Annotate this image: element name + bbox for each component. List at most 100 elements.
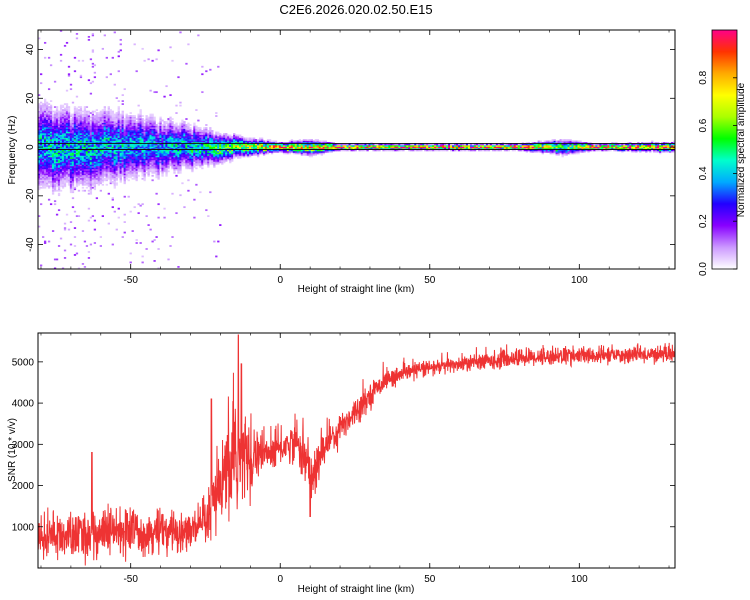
spectrogram-cell [123, 127, 126, 129]
spectrogram-cell [81, 122, 85, 125]
spectrogram-cell [65, 179, 69, 182]
spectrogram-cell [73, 156, 77, 159]
spectrogram-cell [121, 136, 124, 138]
spectrogram-cell [247, 140, 250, 143]
spectrogram-cell [49, 148, 53, 150]
spectrogram-cell [117, 118, 120, 120]
spectrogram-cell [187, 136, 190, 138]
spectrogram-cell [99, 115, 102, 117]
spectrogram-cell [115, 159, 118, 162]
spectrogram-cell [41, 116, 45, 119]
spectrogram-cell [99, 142, 102, 144]
spectrogram-cell [115, 183, 118, 186]
spectrogram-cell [185, 162, 188, 165]
spectrogram-cell [43, 171, 47, 174]
spectrogram-cell [83, 173, 87, 176]
spectrogram-cell [304, 150, 308, 153]
spectrogram-cell [137, 140, 140, 143]
spectrogram-cell [109, 155, 112, 158]
spectrogram-cell [155, 136, 158, 138]
spectrogram-cell [125, 158, 128, 161]
spectrogram-cell [87, 165, 91, 168]
spectrogram-cell [183, 153, 186, 156]
spectrogram-cell [362, 146, 365, 149]
spectrogram-cell [153, 139, 156, 141]
spectrogram-cell [175, 158, 178, 161]
spectrogram-cell [177, 152, 180, 155]
spectrogram-cell [404, 146, 407, 149]
spectrogram-cell [43, 179, 47, 182]
spectrogram-cell [245, 152, 248, 155]
spectrogram-cell [83, 240, 87, 243]
spectrogram-cell [161, 139, 164, 141]
spectrogram-cell [131, 158, 134, 161]
spectrogram-cell [38, 145, 41, 147]
spectrogram-cell [53, 113, 57, 116]
spectrogram-cell [139, 121, 142, 123]
spectrogram-cell [173, 153, 176, 156]
spectrogram-cell [99, 171, 102, 174]
spectrogram-cell [153, 133, 156, 135]
spectrogram-cell [91, 158, 95, 161]
spectrogram-cell [53, 152, 57, 155]
spectrogram-cell [171, 131, 174, 134]
spectrogram-cell [135, 149, 138, 152]
spectrogram-cell [97, 136, 101, 138]
spectrogram-cell [227, 158, 230, 161]
spectrogram-cell [211, 148, 214, 150]
spectrogram-cell [87, 133, 91, 135]
spectrogram-cell [95, 112, 99, 114]
spectrogram-cell [111, 148, 114, 150]
spectrogram-cell [57, 170, 61, 173]
spectrogram-cell [213, 140, 216, 143]
spectrogram-cell [155, 155, 158, 158]
spectrogram-cell [38, 131, 41, 134]
spectrogram-cell [221, 137, 224, 140]
spectrogram-cell [79, 177, 83, 180]
spectrogram-cell [105, 177, 108, 180]
spectrogram-cell [43, 133, 47, 135]
spectrogram-cell [47, 136, 51, 138]
spectrogram-cell [117, 152, 120, 155]
spectrogram-cell [81, 124, 85, 126]
spectrogram-cell [71, 148, 75, 150]
spectrogram-cell [121, 100, 124, 102]
spectrogram-cell [63, 125, 67, 128]
spectrogram-cell [199, 145, 202, 147]
spectrogram-cell [428, 145, 431, 147]
spectrogram-cell [43, 104, 47, 107]
spectrogram-cell [101, 152, 104, 155]
spectrogram-cell [205, 209, 208, 212]
spectrogram-cell [400, 145, 403, 147]
spectrogram-cell [167, 149, 170, 152]
spectrogram-cell [141, 150, 144, 153]
spectrogram-cell [87, 119, 91, 122]
spectrogram-cell [91, 167, 95, 170]
spectrogram-cell [163, 216, 166, 219]
spectrogram-cell [38, 116, 41, 119]
spectrogram-cell [143, 148, 146, 150]
spectrogram-cell [77, 158, 81, 161]
spectrogram-cell [105, 113, 108, 116]
spectrogram-cell [388, 145, 391, 147]
spectrogram-cell [183, 121, 186, 123]
spectrogram-cell [49, 153, 53, 156]
spectrogram-cell [332, 143, 335, 146]
spectrogram-cell [262, 152, 266, 155]
spectrogram-cell [235, 140, 238, 143]
spectrogram-cell [99, 153, 102, 156]
spectrogram-cell [145, 146, 148, 149]
spectrogram-cell [203, 136, 206, 138]
spectrogram-cell [245, 139, 248, 141]
spectrogram-cell [153, 164, 156, 167]
spectrogram-cell [362, 149, 365, 152]
spectrogram-cell [121, 152, 124, 155]
spectrogram-cell [99, 161, 102, 164]
spectrogram-cell [137, 203, 140, 206]
spectrogram-cell [85, 162, 89, 165]
spectrogram-cell [169, 137, 172, 140]
spectrogram-cell [93, 131, 97, 134]
spectrogram-cell [173, 167, 176, 170]
spectrogram-cell [153, 156, 156, 159]
spectrogram-cell [141, 159, 144, 162]
